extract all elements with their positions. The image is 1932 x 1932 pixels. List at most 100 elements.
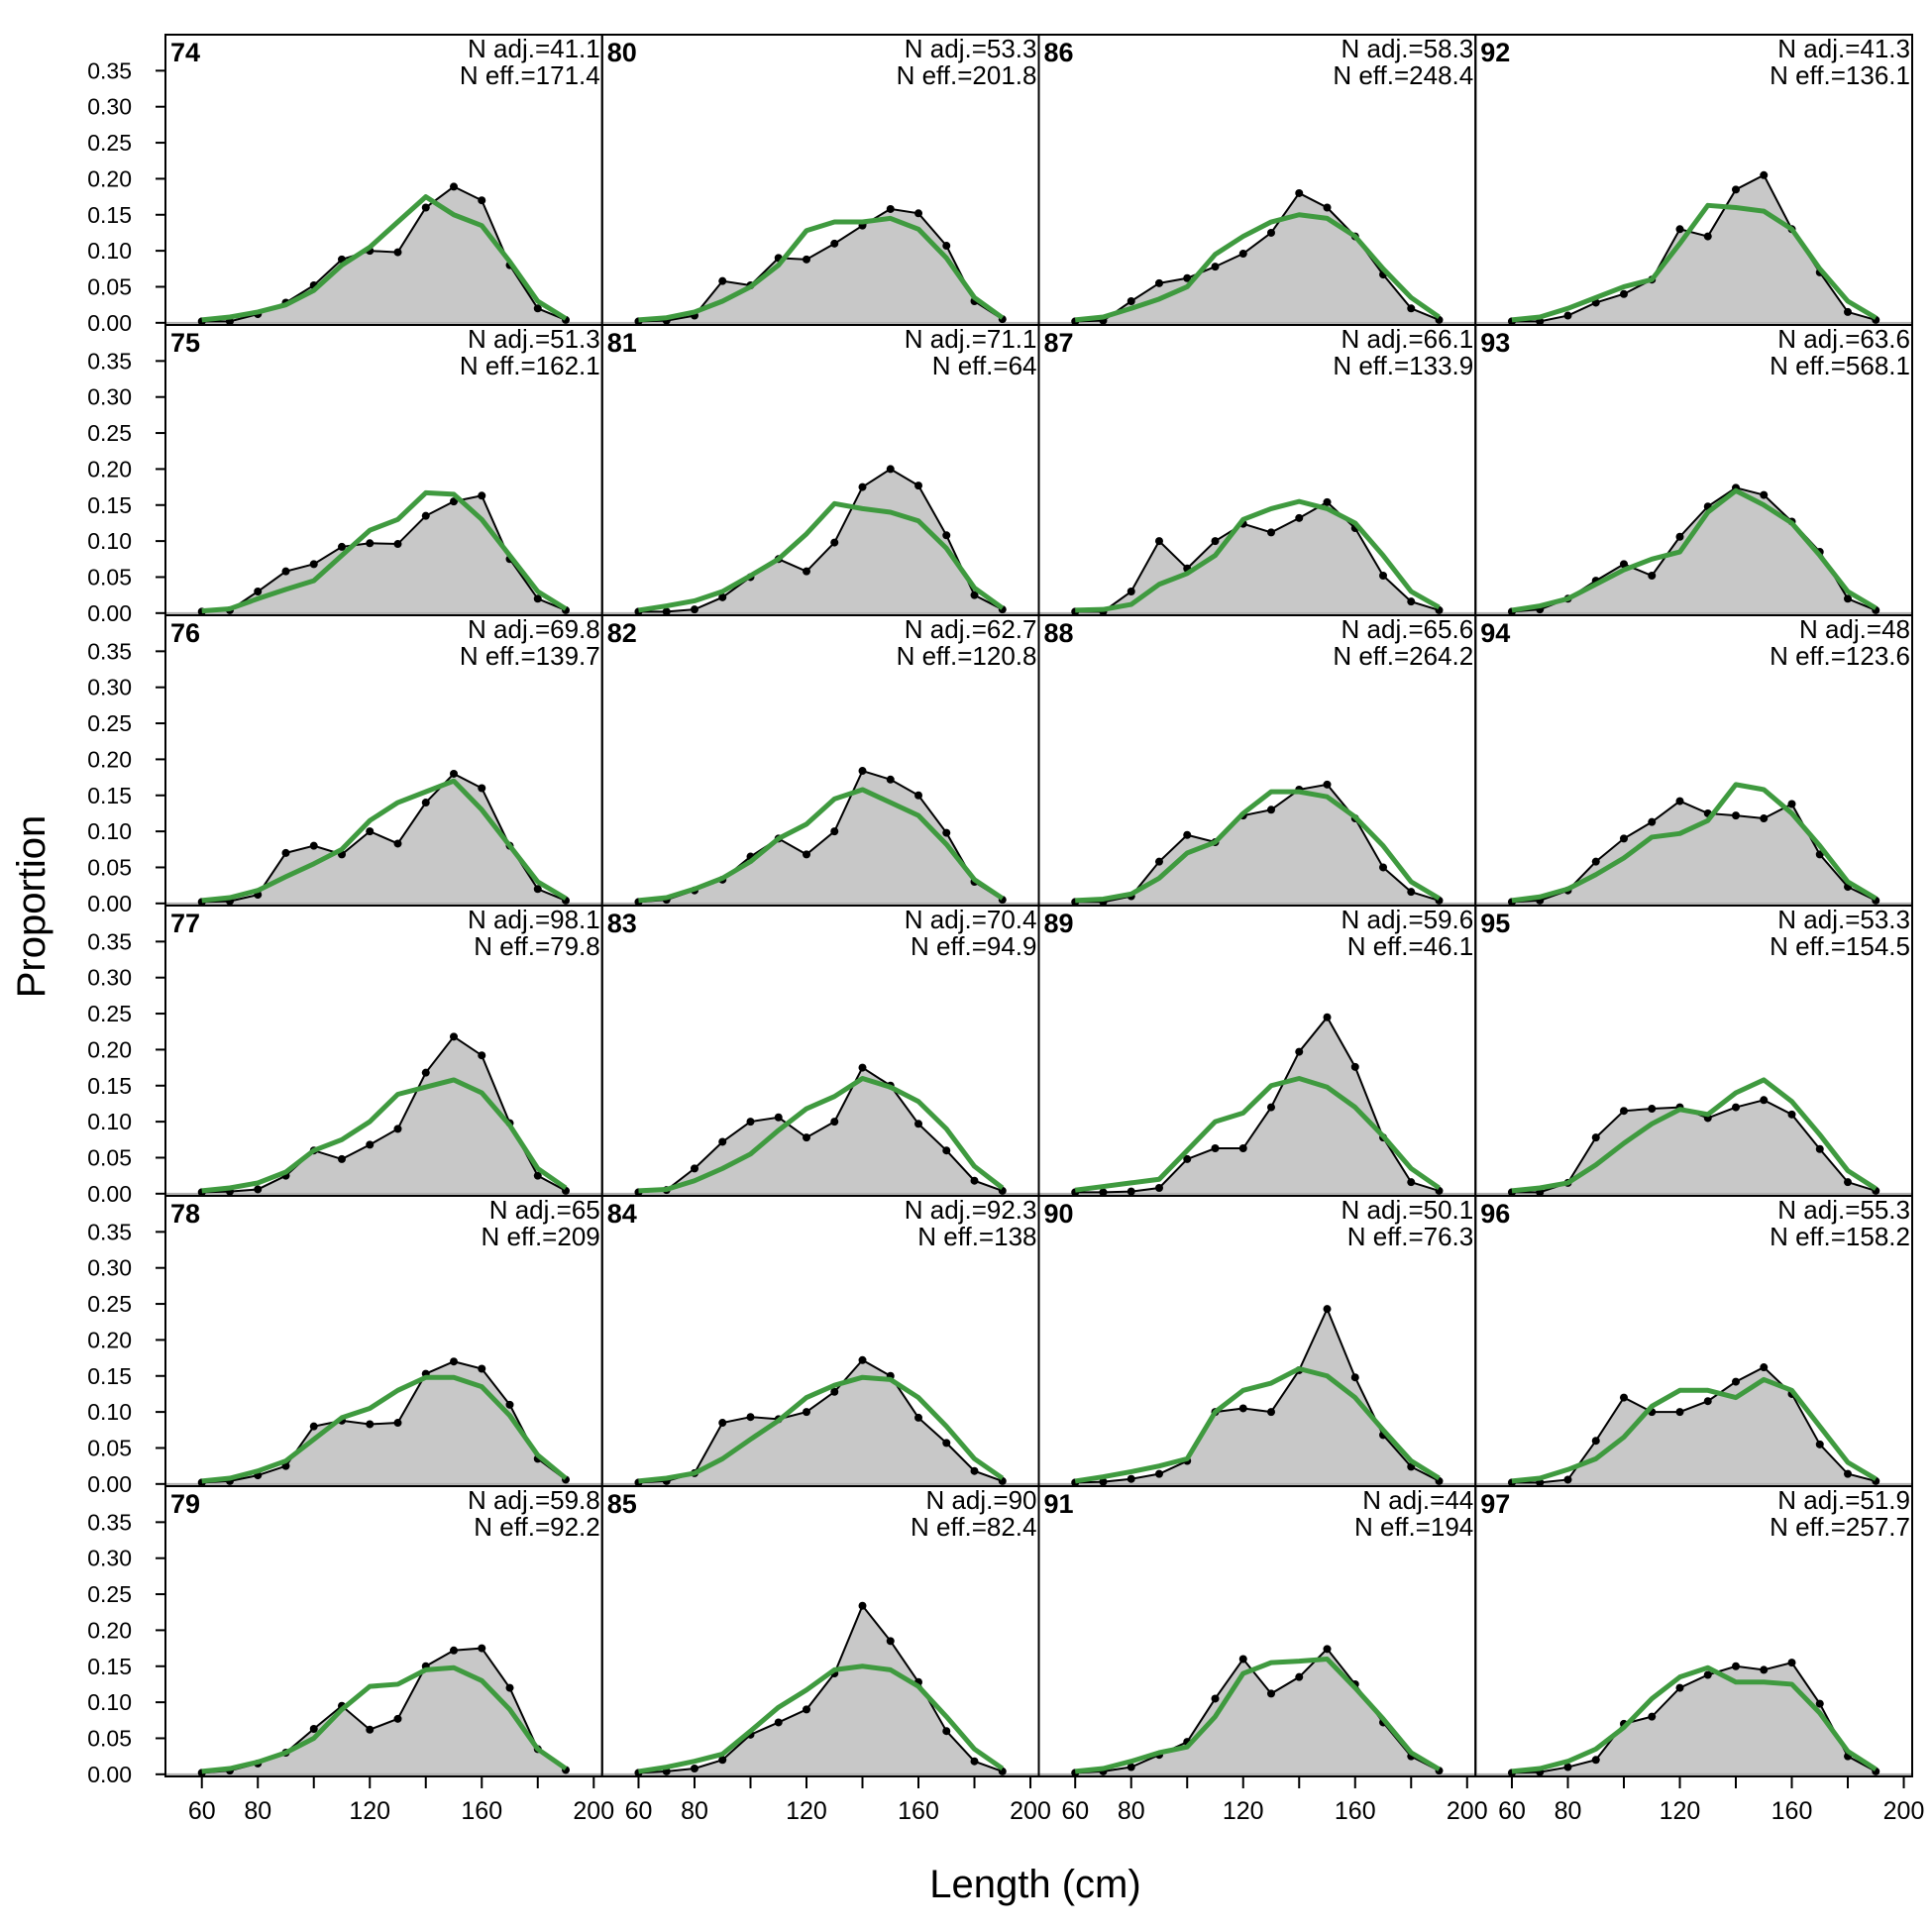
observed-point	[1675, 225, 1684, 234]
observed-point	[1154, 278, 1163, 287]
observed-point	[421, 1068, 430, 1077]
observed-point	[1127, 1763, 1135, 1771]
observed-point	[942, 531, 951, 540]
panel-year-label: 96	[1480, 1199, 1510, 1229]
panel-year-label: 88	[1044, 618, 1074, 648]
n-eff-label: N eff.=257.7	[1770, 1512, 1910, 1542]
panel-91: 91 N adj.=44N eff.=194	[1037, 1485, 1477, 1777]
observed-point	[393, 540, 402, 549]
observed-point	[450, 1646, 459, 1655]
panel-year-label: 76	[170, 618, 200, 648]
n-eff-label: N eff.=201.8	[897, 60, 1037, 90]
panel-year-label: 74	[170, 38, 200, 67]
x-tick-label: 80	[1555, 1797, 1582, 1825]
observed-point	[450, 769, 459, 778]
panel-80: 80 N adj.=53.3N eff.=201.8	[600, 34, 1040, 326]
observed-point	[718, 276, 727, 285]
observed-point	[337, 1154, 346, 1163]
x-tick-label: 120	[1660, 1797, 1701, 1825]
n-eff-label: N eff.=94.9	[911, 931, 1036, 961]
observed-point	[830, 239, 839, 248]
observed-line	[638, 1603, 1004, 1774]
n-adj-label: N adj.=63.6	[1777, 324, 1910, 354]
observed-point	[1154, 1469, 1163, 1478]
observed-point	[1238, 1404, 1247, 1413]
observed-point	[281, 848, 290, 857]
panel-94: 94 N adj.=48N eff.=123.6	[1474, 614, 1913, 907]
observed-point	[1099, 1477, 1108, 1486]
observed-point	[1154, 1184, 1163, 1193]
panel-year-label: 78	[170, 1199, 200, 1229]
observed-point	[478, 1364, 486, 1373]
expected-line	[638, 1664, 1005, 1774]
observed-point	[478, 196, 486, 205]
x-tick-label: 60	[1498, 1797, 1526, 1825]
y-tick-label: 0.25	[87, 1291, 132, 1317]
observed-point	[1295, 1672, 1304, 1681]
n-eff-label: N eff.=154.5	[1770, 931, 1910, 961]
expected-line	[1074, 1656, 1441, 1774]
observed-point	[1675, 532, 1684, 541]
observed-point	[970, 1466, 979, 1475]
n-adj-label: N adj.=41.1	[468, 34, 600, 63]
y-tick-label: 0.25	[87, 1581, 132, 1607]
n-eff-label: N eff.=82.4	[911, 1512, 1036, 1542]
observed-area	[1511, 174, 1877, 323]
y-tick-label: 0.05	[87, 564, 132, 590]
panel-year-label: 84	[607, 1199, 637, 1229]
observed-area	[1511, 1100, 1877, 1194]
n-adj-label: N adj.=44	[1362, 1485, 1473, 1515]
observed-point	[718, 1137, 727, 1146]
observed-point	[533, 1171, 542, 1180]
observed-point	[858, 483, 867, 491]
observed-point	[1815, 1440, 1824, 1449]
observed-point	[1295, 188, 1304, 197]
expected-line	[638, 500, 1005, 613]
panel-year-label: 94	[1480, 618, 1510, 648]
observed-line	[638, 468, 1004, 613]
n-eff-label: N eff.=133.9	[1333, 351, 1473, 380]
observed-point	[393, 248, 402, 257]
observed-point	[1703, 1670, 1712, 1679]
y-tick-label: 0.20	[87, 746, 132, 772]
y-tick-label: 0.10	[87, 528, 132, 554]
observed-point	[1787, 1110, 1796, 1119]
observed-point	[533, 304, 542, 313]
n-adj-label: N adj.=48	[1799, 614, 1910, 644]
n-adj-label: N adj.=65.6	[1342, 614, 1474, 644]
n-eff-label: N eff.=139.7	[460, 641, 600, 671]
observed-point	[309, 1725, 318, 1734]
n-adj-label: N adj.=65	[489, 1195, 600, 1225]
n-eff-label: N eff.=158.2	[1770, 1222, 1910, 1251]
n-adj-label: N adj.=55.3	[1777, 1195, 1910, 1225]
expected-line	[201, 1374, 568, 1484]
observed-point	[1760, 170, 1769, 179]
expected-line	[1075, 498, 1441, 613]
observed-point	[1154, 537, 1163, 546]
observed-point	[942, 1439, 951, 1448]
observed-point	[802, 255, 810, 264]
observed-point	[830, 538, 839, 547]
n-adj-label: N adj.=41.3	[1777, 34, 1910, 63]
n-eff-label: N eff.=209	[482, 1222, 600, 1251]
observed-point	[690, 1164, 698, 1173]
observed-point	[478, 1644, 486, 1653]
observed-point	[1211, 1144, 1220, 1153]
observed-area	[1075, 1017, 1440, 1194]
observed-point	[774, 1113, 783, 1122]
expected-line	[1511, 1664, 1878, 1774]
observed-point	[858, 1601, 867, 1610]
panel-year-label: 80	[607, 38, 637, 67]
observed-point	[970, 1757, 979, 1766]
x-axis-title: Length (cm)	[929, 1863, 1140, 1906]
panel-year-label: 93	[1480, 328, 1510, 358]
observed-point	[450, 1357, 459, 1366]
n-adj-label: N adj.=58.3	[1342, 34, 1474, 63]
n-eff-label: N eff.=92.2	[474, 1512, 599, 1542]
y-tick-label: 0.15	[87, 202, 132, 228]
observed-point	[690, 1765, 698, 1773]
n-adj-label: N adj.=66.1	[1342, 324, 1474, 354]
observed-point	[1675, 1408, 1684, 1417]
observed-point	[533, 885, 542, 894]
panel-97: 97 N adj.=51.9N eff.=257.7	[1474, 1485, 1913, 1777]
